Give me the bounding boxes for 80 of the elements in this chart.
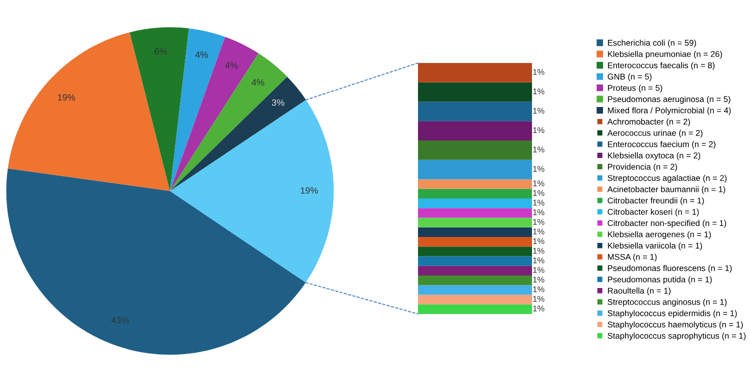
- legend-label: Klebsiella variicola (n = 1): [608, 242, 702, 250]
- pie-slice: [170, 28, 226, 191]
- legend-label: Achromobacter (n = 2): [607, 118, 690, 126]
- data-label: 1%: [533, 286, 544, 292]
- data-label: 43%: [111, 316, 129, 324]
- legend-label: Escherichia coli (n = 59): [608, 40, 696, 48]
- bar: [418, 227, 532, 238]
- data-label: 1%: [533, 200, 544, 206]
- pie-slice: [170, 100, 334, 283]
- pie-slice: [8, 32, 170, 191]
- data-label: 19%: [58, 94, 76, 101]
- data-label: 1%: [533, 296, 544, 302]
- data-label: 6%: [154, 48, 167, 55]
- bar: [418, 304, 532, 314]
- text: Streptococcus agalactiae (n = 2): [608, 174, 727, 183]
- bar: [418, 294, 532, 304]
- legend-label: Citrobacter koseri (n = 1): [608, 208, 699, 216]
- legend-label: Mixed flora / Polymicrobial (n = 4): [608, 107, 731, 116]
- bar: [418, 276, 532, 286]
- data-label: 1%: [533, 276, 544, 283]
- data-label: 4%: [252, 79, 264, 86]
- bar: [418, 63, 532, 82]
- bar: [418, 198, 532, 208]
- legend-label: Klebsiella oxytoca (n = 2): [608, 152, 700, 160]
- legend-label: Klebsiella aerogenes (n = 1): [608, 231, 711, 239]
- data-label: 1%: [533, 218, 544, 225]
- legend-label: Enterococcus faecalis (n = 8): [608, 62, 715, 70]
- data-label: 1%: [533, 238, 544, 244]
- data-label: 4%: [225, 62, 238, 68]
- data-label: 1%: [533, 248, 544, 254]
- bar: [418, 237, 532, 247]
- legend-label: Staphylococcus saprophyticus (n = 1): [608, 332, 746, 340]
- text: Enterococcus faecium (n = 2): [608, 141, 716, 149]
- legend-label: Aerococcus urinae (n = 2): [607, 130, 702, 138]
- legend-label: Citrobacter non-specified (n = 1): [608, 220, 726, 228]
- bar: [418, 218, 532, 228]
- pie-slice: [170, 53, 288, 191]
- legend-label: Proteus (n = 5): [608, 84, 662, 92]
- bar: [418, 82, 532, 102]
- data-label: 19%: [300, 187, 318, 194]
- data-label: 1%: [533, 190, 544, 196]
- pie-slice: [130, 27, 189, 191]
- bar: [418, 140, 532, 160]
- legend-label: GNB (n = 5): [608, 73, 652, 82]
- legend-label: Pseudomonas aeruginosa (n = 5): [608, 96, 730, 104]
- bar: [418, 188, 532, 199]
- legend-label: MSSA (n = 1): [608, 254, 657, 262]
- bar: [418, 102, 532, 122]
- legend-label: Klebsiella pneumoniae (n = 26): [608, 50, 722, 59]
- data-label: 1%: [533, 228, 544, 234]
- bar: [418, 121, 532, 141]
- legend-label: Acinetobacter baumannii (n = 1): [607, 186, 726, 194]
- legend-label: Citrobacter freundii (n = 1): [608, 197, 704, 206]
- data-label: 1%: [533, 257, 544, 264]
- data-label: 1%: [533, 267, 544, 273]
- data-label: 1%: [533, 209, 544, 216]
- data-label: 4%: [195, 52, 208, 58]
- legend-label: Staphylococcus epidermidis (n = 1): [608, 310, 737, 318]
- bar: [418, 246, 532, 256]
- legend-label: Pseudomonas putida (n = 1): [608, 276, 712, 284]
- data-label: 1%: [533, 166, 544, 172]
- bar: [418, 256, 532, 266]
- data-label: 3%: [272, 99, 284, 106]
- legend-label: Streptococcus anginosus (n = 1): [608, 298, 727, 307]
- data-label: 1%: [533, 306, 544, 312]
- bar: [418, 266, 532, 276]
- data-label: 1%: [533, 127, 544, 134]
- legend-label: Staphylococcus haemolyticus (n = 1): [608, 321, 743, 330]
- data-label: 1%: [533, 108, 544, 114]
- bar: [418, 208, 532, 218]
- data-label: 1%: [533, 180, 544, 186]
- legend-label: Raoultella (n = 1): [608, 288, 671, 296]
- legend-label: Pseudomonas fluorescens (n = 1): [608, 264, 732, 273]
- bar: [418, 160, 532, 180]
- bar: [418, 179, 532, 189]
- data-label: 1%: [533, 88, 544, 94]
- data-label: 1%: [533, 146, 544, 152]
- data-label: 1%: [533, 69, 544, 75]
- legend-label: Providencia (n = 2): [608, 164, 677, 172]
- bar: [418, 285, 532, 295]
